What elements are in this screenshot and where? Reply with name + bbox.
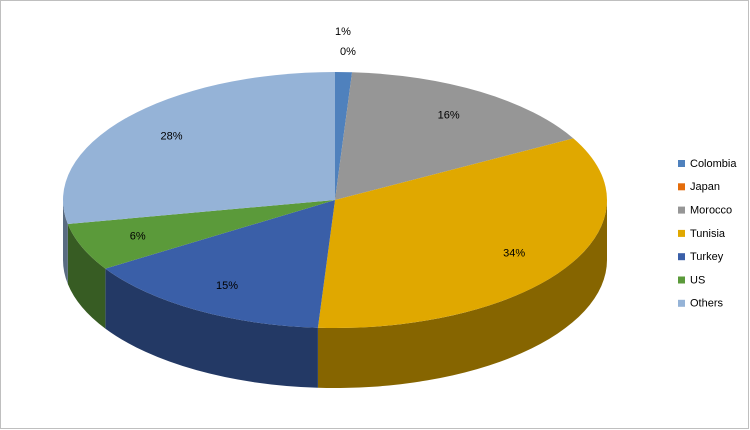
data-label: 34% xyxy=(503,247,525,259)
slice xyxy=(317,138,607,329)
legend-label: Japan xyxy=(690,181,720,193)
slice-side xyxy=(67,223,106,329)
legend-swatch xyxy=(678,160,685,167)
legend-label: Others xyxy=(690,298,724,310)
legend-label: Colombia xyxy=(690,158,737,170)
data-label: 6% xyxy=(130,231,146,243)
data-label: 16% xyxy=(438,110,460,122)
legend-swatch xyxy=(678,183,685,191)
legend-label: Tunisia xyxy=(690,228,726,240)
slice xyxy=(67,200,335,269)
legend-swatch xyxy=(678,253,685,261)
data-label: 28% xyxy=(161,130,183,142)
slice xyxy=(335,72,353,200)
legend-swatch xyxy=(678,276,685,284)
legend-label: US xyxy=(690,274,705,286)
slice-side xyxy=(63,200,68,284)
legend-swatch xyxy=(678,299,685,307)
slice-side xyxy=(105,268,318,388)
slice-side xyxy=(317,200,607,389)
legend-swatch xyxy=(678,229,685,237)
slice xyxy=(62,72,335,224)
data-label: 15% xyxy=(216,280,238,292)
slice xyxy=(105,200,335,328)
slice xyxy=(335,72,574,200)
data-label: 0% xyxy=(340,46,356,58)
legend-swatch xyxy=(678,206,685,214)
data-label: 1% xyxy=(335,26,351,38)
legend-label: Morocco xyxy=(690,205,732,217)
legend-label: Turkey xyxy=(690,251,724,263)
